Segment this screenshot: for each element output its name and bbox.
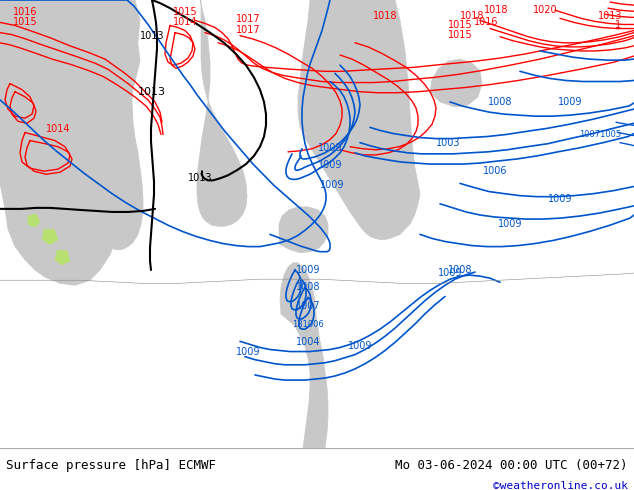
- Polygon shape: [55, 251, 70, 265]
- Text: 1014: 1014: [46, 124, 70, 134]
- Polygon shape: [298, 0, 420, 240]
- Text: 1015: 1015: [13, 18, 37, 27]
- Text: 1004: 1004: [295, 338, 320, 347]
- Text: 1016: 1016: [13, 7, 37, 17]
- Text: 1018: 1018: [460, 11, 484, 21]
- Text: 1013: 1013: [188, 173, 212, 183]
- Text: 1016: 1016: [474, 18, 498, 27]
- Polygon shape: [42, 229, 58, 245]
- Text: 1017: 1017: [236, 14, 261, 24]
- Text: 1015: 1015: [172, 7, 197, 17]
- Text: 1007: 1007: [295, 301, 320, 311]
- Text: 1009: 1009: [318, 160, 342, 170]
- Text: 181006: 181006: [292, 319, 324, 328]
- Text: 1003: 1003: [436, 138, 460, 147]
- Polygon shape: [0, 0, 140, 285]
- Text: 1: 1: [615, 21, 621, 30]
- Text: Surface pressure [hPa] ECMWF: Surface pressure [hPa] ECMWF: [6, 459, 216, 471]
- Polygon shape: [280, 263, 328, 448]
- Text: 1014: 1014: [172, 18, 197, 27]
- Text: 1009: 1009: [320, 180, 344, 191]
- Text: ©weatheronline.co.uk: ©weatheronline.co.uk: [493, 481, 628, 490]
- Polygon shape: [197, 0, 247, 226]
- Text: 1017: 1017: [236, 24, 261, 35]
- Text: 1009: 1009: [437, 268, 462, 278]
- Text: Mo 03-06-2024 00:00 UTC (00+72): Mo 03-06-2024 00:00 UTC (00+72): [395, 459, 628, 471]
- Polygon shape: [28, 214, 40, 227]
- Text: 1009: 1009: [348, 342, 372, 351]
- Polygon shape: [279, 207, 328, 253]
- Text: 1020: 1020: [533, 5, 557, 15]
- Text: 1015: 1015: [448, 30, 472, 40]
- Text: 10071005: 10071005: [579, 130, 621, 139]
- Text: 1009: 1009: [295, 265, 320, 275]
- Text: 1009: 1009: [236, 346, 260, 357]
- Polygon shape: [430, 59, 482, 107]
- Text: 1009: 1009: [498, 219, 522, 229]
- Text: 1006: 1006: [482, 166, 507, 176]
- Text: 1018: 1018: [373, 11, 398, 21]
- Text: 1009: 1009: [318, 143, 342, 153]
- Text: 1013: 1013: [138, 87, 166, 97]
- Text: 1008: 1008: [448, 265, 472, 275]
- Text: 1009: 1009: [558, 97, 582, 107]
- Text: 1009: 1009: [548, 194, 573, 204]
- Text: 1015: 1015: [448, 21, 472, 30]
- Polygon shape: [95, 0, 143, 249]
- Text: 1008: 1008: [488, 97, 512, 107]
- Text: 1008: 1008: [295, 282, 320, 293]
- Text: 1013: 1013: [598, 11, 622, 21]
- Text: 1018: 1018: [484, 5, 508, 15]
- Text: 1013: 1013: [139, 31, 164, 41]
